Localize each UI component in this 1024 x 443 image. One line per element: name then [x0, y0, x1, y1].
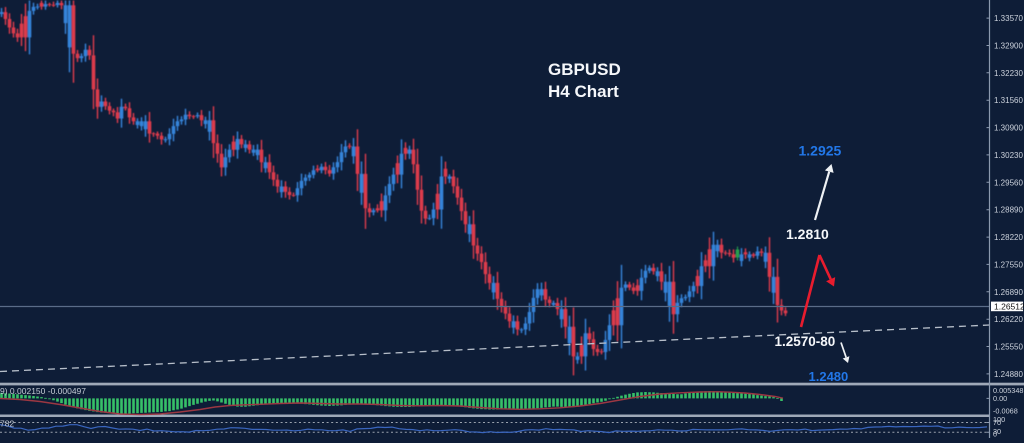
svg-text:-0.0068: -0.0068: [993, 406, 1018, 415]
svg-text:1.26512: 1.26512: [994, 301, 1024, 311]
svg-text:1.30230: 1.30230: [994, 151, 1023, 160]
svg-text:1.32230: 1.32230: [994, 69, 1023, 78]
svg-text:1.25550: 1.25550: [994, 343, 1023, 352]
svg-text:1.26890: 1.26890: [994, 288, 1023, 297]
svg-text:782: 782: [0, 419, 14, 429]
svg-text:1.2925: 1.2925: [799, 142, 842, 158]
svg-text:30: 30: [993, 427, 1001, 436]
svg-text:0: 0: [993, 430, 997, 438]
svg-text:1.30900: 1.30900: [994, 124, 1023, 133]
svg-text:1.28220: 1.28220: [994, 233, 1023, 242]
svg-text:1.32900: 1.32900: [994, 42, 1023, 51]
svg-text:70: 70: [993, 418, 1001, 427]
svg-text:GBPUSD: GBPUSD: [548, 60, 621, 79]
svg-text:1.33570: 1.33570: [994, 14, 1023, 23]
svg-text:1.27550: 1.27550: [994, 260, 1023, 269]
svg-text:9) 0.002150 -0.000497: 9) 0.002150 -0.000497: [0, 386, 86, 396]
svg-text:0.005348: 0.005348: [993, 386, 1023, 395]
svg-text:1.26220: 1.26220: [994, 315, 1023, 324]
svg-text:1.2810: 1.2810: [786, 226, 829, 242]
svg-text:1.2570-80: 1.2570-80: [775, 334, 836, 349]
svg-text:1.2480: 1.2480: [809, 369, 849, 384]
svg-text:1.24880: 1.24880: [994, 370, 1023, 379]
svg-text:0.00: 0.00: [993, 394, 1007, 403]
svg-text:H4 Chart: H4 Chart: [548, 82, 619, 101]
svg-text:1.28890: 1.28890: [994, 206, 1023, 215]
svg-text:100: 100: [993, 415, 1005, 424]
svg-text:1.31560: 1.31560: [994, 96, 1023, 105]
svg-text:1.29560: 1.29560: [994, 178, 1023, 187]
